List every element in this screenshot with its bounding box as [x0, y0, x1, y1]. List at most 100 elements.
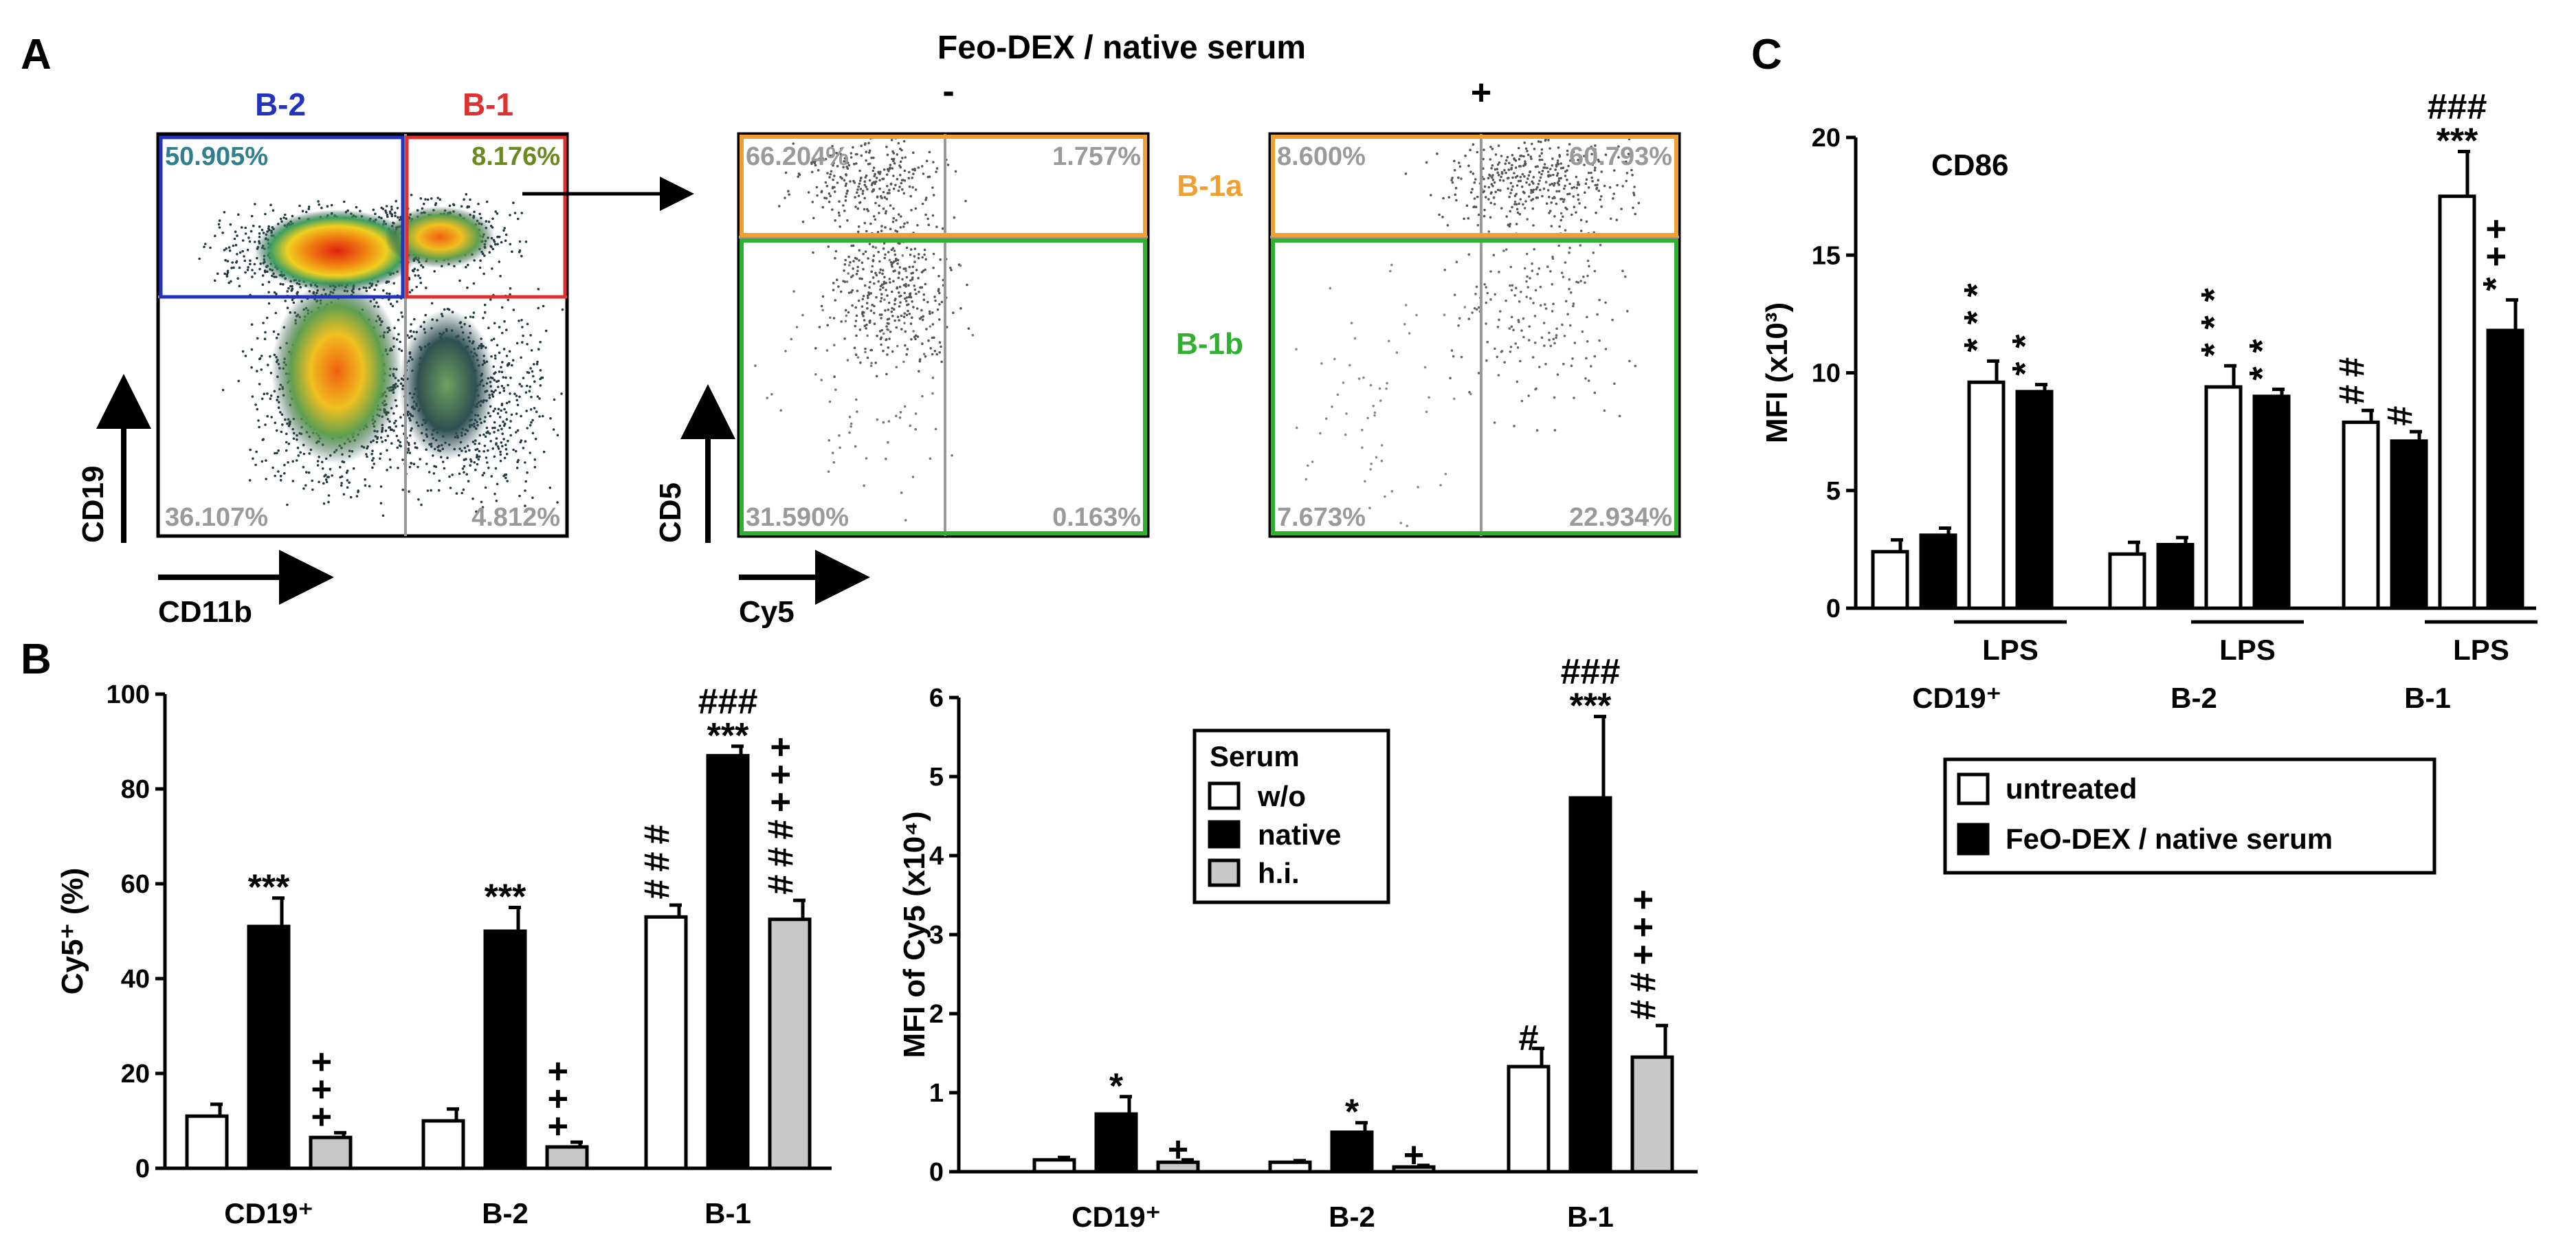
event-dot — [845, 166, 848, 168]
event-dot — [1579, 219, 1583, 222]
significance-marker: + — [761, 737, 801, 757]
event-dot — [238, 285, 241, 288]
event-dot — [515, 394, 518, 397]
event-dot — [895, 414, 898, 418]
significance-marker: ### — [2428, 87, 2487, 127]
event-dot — [345, 471, 348, 474]
event-dot — [438, 479, 441, 482]
event-dot — [1319, 432, 1322, 435]
event-dot — [386, 215, 389, 219]
event-dot — [1443, 269, 1446, 271]
event-dot — [225, 273, 229, 276]
event-dot — [483, 445, 487, 447]
event-dot — [256, 408, 259, 411]
legend-swatch-hi — [1208, 858, 1241, 887]
event-dot — [465, 265, 467, 269]
event-dot — [902, 140, 906, 143]
event-dot — [1555, 327, 1558, 331]
event-dot — [903, 405, 907, 408]
event-dot — [218, 219, 221, 222]
event-dot — [897, 189, 900, 192]
event-dot — [885, 282, 888, 285]
event-dot — [1535, 429, 1539, 432]
event-dot — [891, 307, 893, 310]
event-dot — [1556, 373, 1559, 376]
category-label: B-2 — [482, 1197, 529, 1229]
event-dot — [541, 376, 544, 379]
event-dot — [493, 408, 496, 410]
event-dot — [1485, 322, 1487, 325]
legend-label-hi: h.i. — [1258, 857, 1300, 889]
event-dot — [1375, 456, 1378, 459]
event-dot — [1494, 153, 1498, 156]
event-dot — [524, 440, 527, 443]
event-dot — [1562, 166, 1565, 169]
event-dot — [1570, 186, 1573, 190]
event-dot — [865, 230, 868, 233]
event-dot — [860, 261, 864, 265]
event-dot — [1500, 175, 1502, 179]
event-dot — [1474, 205, 1478, 209]
event-dot — [1538, 179, 1541, 182]
significance-marker: + — [761, 764, 801, 785]
event-dot — [264, 423, 267, 426]
event-dot — [1502, 179, 1505, 182]
event-dot — [931, 376, 935, 379]
y-tick-label: 3 — [929, 921, 944, 950]
bar-wo — [421, 1119, 465, 1170]
event-dot — [1505, 215, 1508, 218]
event-dot — [933, 336, 935, 339]
bar-native — [483, 929, 527, 1170]
bar-wo — [185, 1114, 229, 1170]
event-dot — [1483, 208, 1486, 212]
event-dot — [914, 334, 918, 337]
event-dot — [924, 282, 927, 286]
event-dot — [1566, 313, 1569, 316]
population-density-b1 — [385, 206, 495, 268]
event-dot — [1553, 429, 1557, 432]
event-dot — [515, 467, 519, 469]
event-dot — [847, 264, 851, 267]
event-dot — [856, 356, 860, 359]
event-dot — [918, 291, 920, 293]
event-dot — [894, 183, 897, 187]
event-dot — [868, 286, 871, 289]
event-dot — [1509, 346, 1513, 348]
event-dot — [842, 204, 845, 207]
event-dot — [525, 410, 528, 412]
event-dot — [478, 212, 481, 216]
event-dot — [1390, 490, 1394, 493]
event-dot — [936, 308, 940, 311]
event-dot — [903, 222, 906, 225]
event-dot — [1457, 176, 1460, 179]
event-dot — [849, 180, 852, 183]
event-dot — [478, 455, 481, 458]
event-dot — [1535, 188, 1537, 191]
event-dot — [465, 473, 468, 476]
event-dot — [828, 400, 832, 403]
event-dot — [533, 466, 537, 469]
event-dot — [840, 320, 843, 323]
event-dot — [1522, 335, 1525, 339]
event-dot — [1423, 366, 1427, 369]
event-dot — [221, 388, 225, 392]
event-dot — [909, 424, 912, 427]
event-dot — [932, 161, 935, 164]
event-dot — [1380, 459, 1384, 463]
event-dot — [1568, 287, 1570, 291]
event-dot — [1571, 157, 1574, 160]
event-dot — [1369, 383, 1373, 387]
event-dot — [900, 328, 903, 331]
event-dot — [1568, 192, 1571, 195]
event-dot — [832, 161, 835, 164]
event-dot — [931, 323, 935, 326]
event-dot — [1568, 246, 1571, 249]
event-dot — [511, 359, 515, 362]
event-dot — [873, 175, 876, 177]
event-dot — [1613, 169, 1616, 172]
event-dot — [325, 480, 329, 484]
event-dot — [904, 300, 908, 302]
category-label: B-1 — [704, 1197, 751, 1229]
event-dot — [265, 459, 267, 462]
